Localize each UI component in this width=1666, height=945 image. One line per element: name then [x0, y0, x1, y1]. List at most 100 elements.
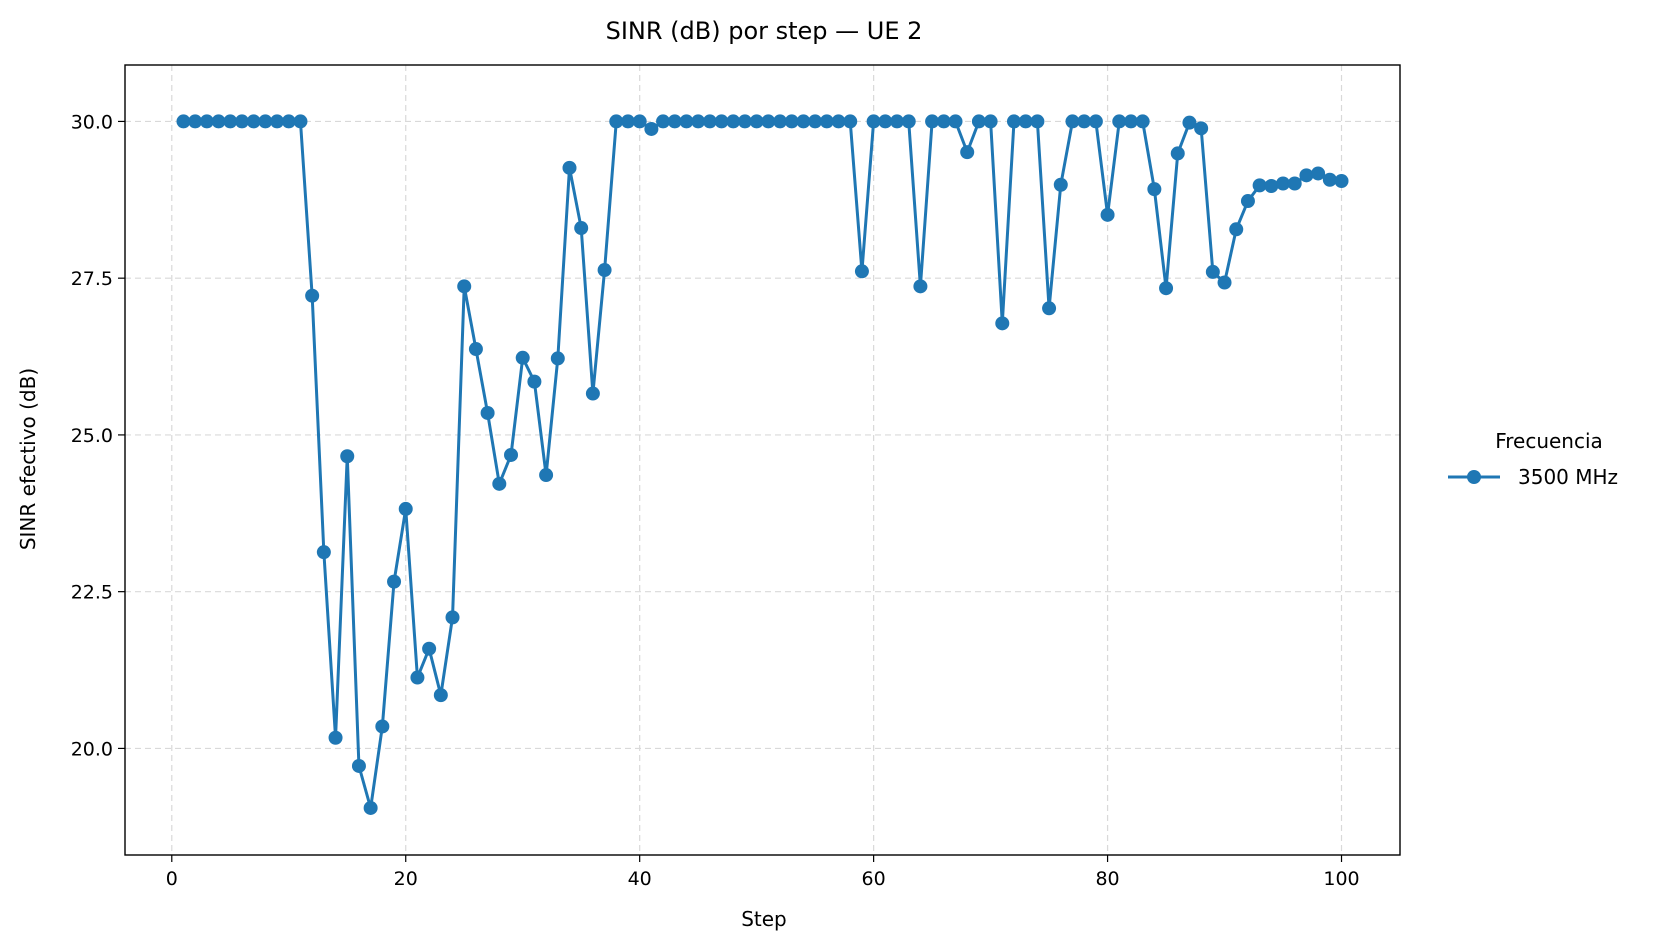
x-axis-label: Step	[741, 907, 787, 931]
data-point	[199, 114, 214, 129]
data-point	[679, 114, 694, 129]
data-point	[1194, 121, 1209, 136]
data-point	[1287, 176, 1302, 191]
data-point	[656, 114, 671, 129]
data-point	[433, 688, 448, 703]
data-point	[480, 405, 495, 420]
data-point	[445, 610, 460, 625]
data-point	[1322, 172, 1337, 187]
data-point	[749, 114, 764, 129]
data-point	[457, 279, 472, 294]
data-point	[270, 114, 285, 129]
data-point	[258, 114, 273, 129]
data-point	[1334, 173, 1349, 188]
chart-title: SINR (dB) por step — UE 2	[606, 17, 923, 45]
data-point	[211, 114, 226, 129]
data-point	[1018, 114, 1033, 129]
data-point	[1217, 275, 1232, 290]
data-point	[702, 114, 717, 129]
data-point	[1311, 166, 1326, 181]
y-tick-label: 30.0	[71, 111, 113, 133]
data-point	[913, 279, 928, 294]
data-point	[726, 114, 741, 129]
data-point	[387, 574, 402, 589]
y-tick-label: 22.5	[71, 582, 113, 604]
x-tick-label: 20	[394, 868, 418, 890]
data-point	[901, 114, 916, 129]
plot-area-frame	[124, 64, 1401, 856]
data-point	[761, 114, 776, 129]
data-point	[527, 374, 542, 389]
data-point	[1042, 301, 1057, 316]
data-point	[550, 351, 565, 366]
data-point	[1276, 176, 1291, 191]
data-point	[620, 114, 635, 129]
series-layer	[176, 114, 1349, 815]
data-point	[936, 114, 951, 129]
legend-series-marker	[1467, 470, 1481, 484]
data-point	[1240, 194, 1255, 209]
data-point	[305, 288, 320, 303]
data-point	[1053, 177, 1068, 192]
data-point	[784, 114, 799, 129]
data-point	[960, 145, 975, 160]
data-point	[890, 114, 905, 129]
data-point	[375, 719, 390, 734]
data-point	[948, 114, 963, 129]
y-tick-label: 20.0	[71, 738, 113, 760]
data-point	[1065, 114, 1080, 129]
x-tick-label: 0	[166, 868, 178, 890]
data-point	[328, 730, 343, 745]
data-point	[1229, 222, 1244, 237]
data-point	[1088, 114, 1103, 129]
data-point	[223, 114, 238, 129]
data-point	[878, 114, 893, 129]
data-point	[819, 114, 834, 129]
data-point	[585, 386, 600, 401]
data-point	[281, 114, 296, 129]
data-point	[995, 316, 1010, 331]
y-tick-label: 25.0	[71, 425, 113, 447]
data-point	[316, 545, 331, 560]
legend: Frecuencia 3500 MHz	[1448, 429, 1618, 489]
data-point	[398, 501, 413, 516]
data-point	[796, 114, 811, 129]
data-point	[188, 114, 203, 129]
grid	[125, 65, 1400, 855]
data-point	[925, 114, 940, 129]
data-point	[597, 263, 612, 278]
data-point	[644, 121, 659, 136]
x-tick-label: 60	[862, 868, 886, 890]
x-tick-label: 100	[1323, 868, 1359, 890]
data-point	[983, 114, 998, 129]
data-point	[410, 670, 425, 685]
data-point	[1299, 168, 1314, 183]
data-point	[492, 476, 507, 491]
y-axis-label: SINR efectivo (dB)	[16, 368, 40, 550]
data-point	[1170, 146, 1185, 161]
data-point	[246, 114, 261, 129]
data-point	[574, 221, 589, 236]
data-point	[1205, 264, 1220, 279]
data-point	[1159, 281, 1174, 296]
legend-title: Frecuencia	[1495, 429, 1603, 453]
data-point	[1147, 182, 1162, 197]
data-point	[854, 264, 869, 279]
data-point	[843, 114, 858, 129]
data-point	[176, 114, 191, 129]
data-point	[691, 114, 706, 129]
data-point	[363, 800, 378, 815]
data-point	[1252, 178, 1267, 193]
data-point	[609, 114, 624, 129]
data-point	[562, 160, 577, 175]
data-point	[632, 114, 647, 129]
data-point	[351, 758, 366, 773]
data-point	[1264, 179, 1279, 194]
data-point	[808, 114, 823, 129]
x-tick-label: 80	[1095, 868, 1119, 890]
data-point	[737, 114, 752, 129]
data-point	[1077, 114, 1092, 129]
data-point	[234, 114, 249, 129]
data-point	[1123, 114, 1138, 129]
